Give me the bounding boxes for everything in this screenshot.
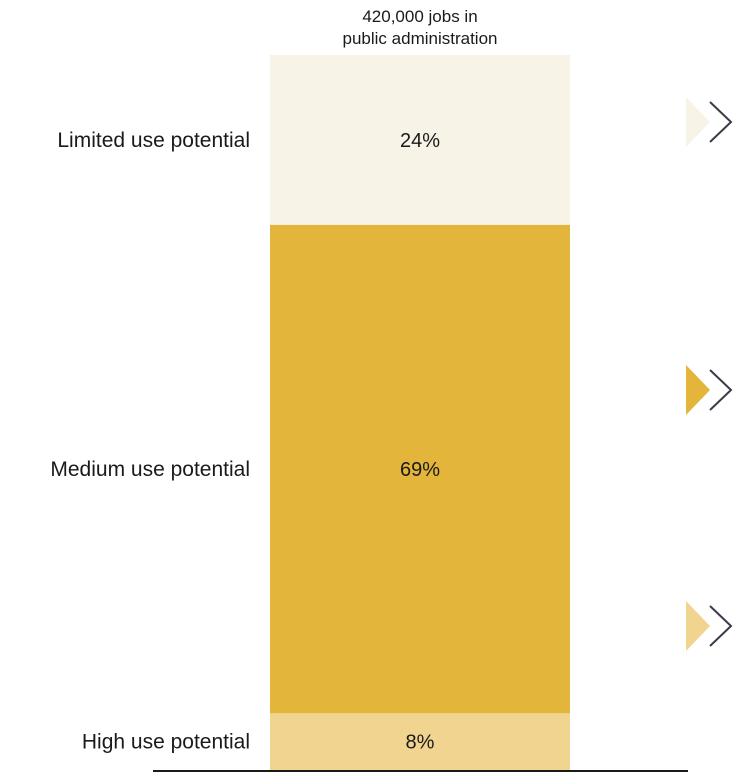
category-label-limited: Limited use potential [57,129,250,152]
total-jobs-label: 420,000 jobs in public administration [270,6,570,50]
baseline [153,770,688,772]
high-arrow-icon [686,601,733,651]
value-label-limited: 24% [400,130,440,152]
limited-arrow-icon [686,97,733,147]
category-label-medium: Medium use potential [50,458,250,481]
medium-arrow-icon [686,365,733,415]
total-jobs-line-1: 420,000 jobs in [362,7,478,26]
value-label-medium: 69% [400,459,440,481]
bar-segment-medium [270,224,570,714]
bar-segment-high [270,713,570,770]
value-label-high: 8% [406,732,435,754]
total-jobs-line-2: public administration [342,29,498,48]
category-label-high: High use potential [82,731,250,754]
bar-segment-limited [270,55,570,225]
